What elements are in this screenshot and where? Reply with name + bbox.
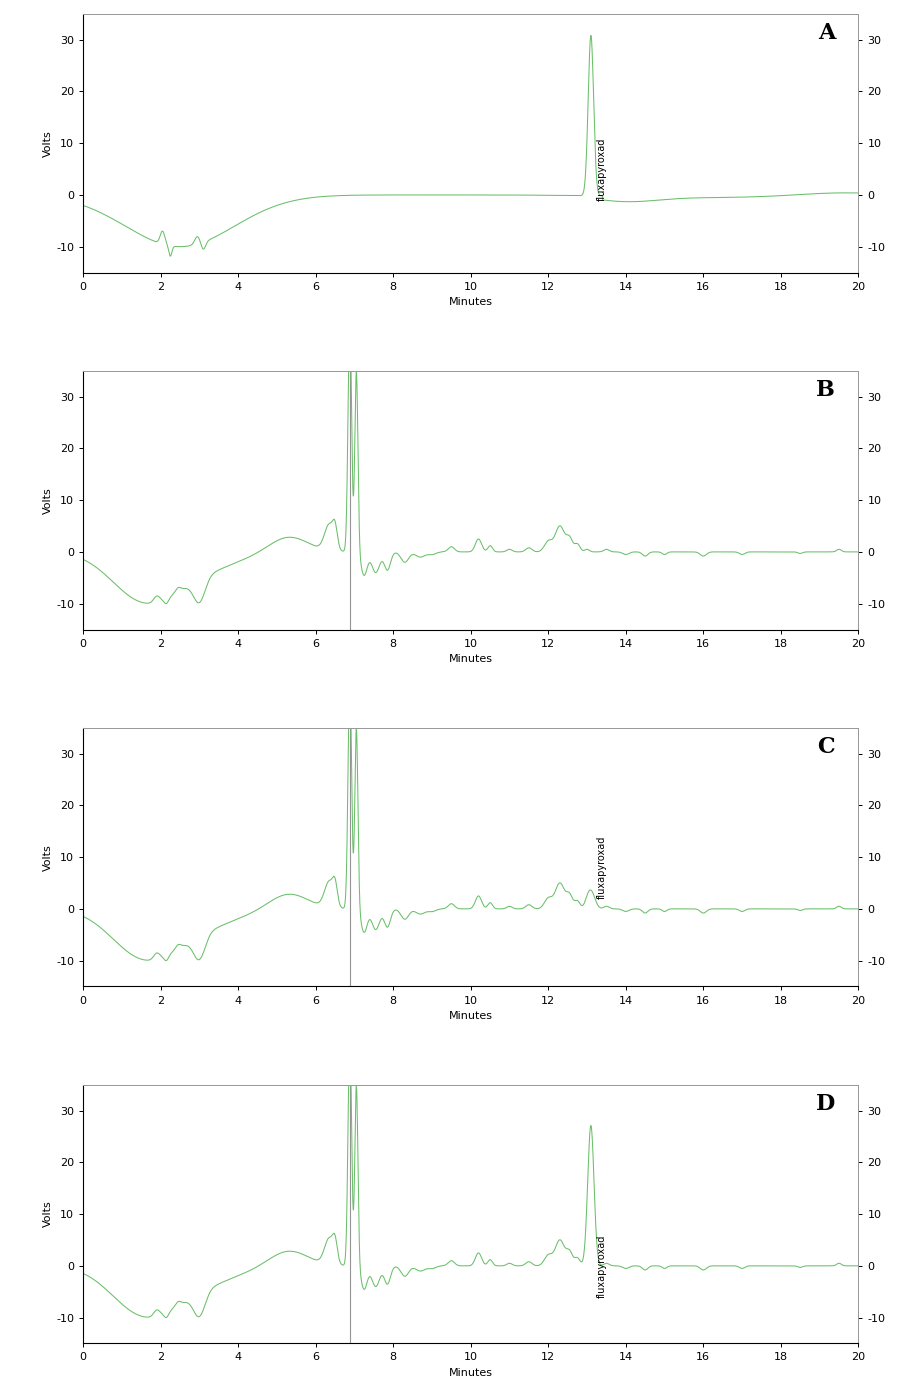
Y-axis label: Volts: Volts [43,843,54,871]
Text: B: B [816,378,835,400]
Text: fluxapyroxad: fluxapyroxad [597,137,606,201]
Y-axis label: Volts: Volts [43,130,54,157]
Text: fluxapyroxad: fluxapyroxad [597,1234,606,1298]
X-axis label: Minutes: Minutes [449,1368,493,1378]
Text: fluxapyroxad: fluxapyroxad [597,835,606,899]
X-axis label: Minutes: Minutes [449,298,493,307]
X-axis label: Minutes: Minutes [449,654,493,663]
Text: A: A [818,22,835,43]
Text: C: C [818,735,835,758]
Y-axis label: Volts: Volts [43,486,54,514]
X-axis label: Minutes: Minutes [449,1011,493,1021]
Text: D: D [816,1093,835,1115]
Y-axis label: Volts: Volts [43,1201,54,1227]
